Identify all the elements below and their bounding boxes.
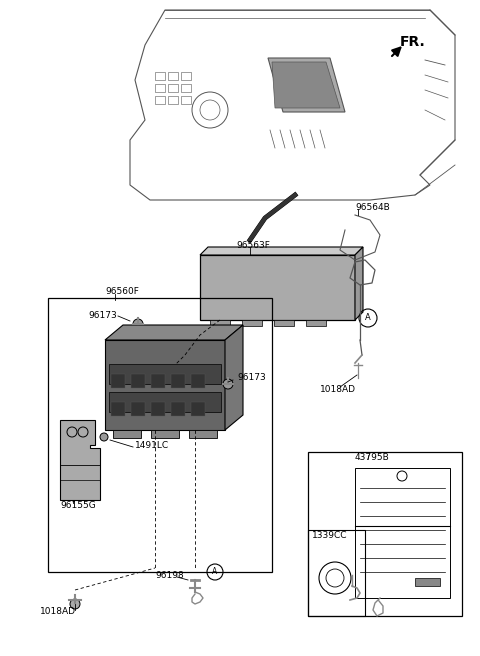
Polygon shape	[355, 247, 363, 320]
Polygon shape	[272, 62, 340, 108]
Bar	[168, 84, 178, 92]
Bar	[168, 72, 178, 80]
Bar	[308, 452, 462, 616]
Bar	[274, 320, 294, 326]
Text: 1018AD: 1018AD	[40, 607, 76, 617]
Polygon shape	[105, 325, 243, 340]
Bar	[191, 402, 205, 416]
Text: 96173: 96173	[237, 373, 266, 382]
Polygon shape	[200, 247, 363, 255]
Bar	[181, 96, 191, 104]
Bar	[113, 430, 141, 438]
Text: A: A	[365, 314, 371, 323]
Bar	[415, 578, 440, 586]
Bar	[200, 255, 355, 320]
Text: FR.: FR.	[400, 35, 426, 49]
Text: 96173: 96173	[88, 310, 117, 319]
Circle shape	[223, 379, 233, 389]
Bar	[109, 364, 221, 384]
Text: 1339CC: 1339CC	[312, 531, 348, 539]
Bar	[151, 430, 179, 438]
Bar	[151, 402, 165, 416]
Bar	[181, 72, 191, 80]
Text: 96560F: 96560F	[105, 287, 139, 297]
Bar	[191, 374, 205, 388]
Bar	[189, 430, 217, 438]
Bar	[242, 320, 262, 326]
Bar	[131, 374, 145, 388]
Bar	[168, 96, 178, 104]
Polygon shape	[225, 325, 243, 430]
Polygon shape	[268, 58, 345, 112]
Bar	[105, 340, 225, 430]
Bar	[131, 402, 145, 416]
Text: 1491LC: 1491LC	[135, 440, 169, 449]
Text: 96564B: 96564B	[355, 203, 390, 211]
Bar	[155, 72, 165, 80]
Circle shape	[100, 433, 108, 441]
Text: 96198: 96198	[155, 571, 184, 579]
Circle shape	[133, 319, 143, 329]
Bar	[155, 84, 165, 92]
Bar	[181, 84, 191, 92]
Bar	[171, 402, 185, 416]
Text: 43795B: 43795B	[355, 453, 390, 462]
Bar	[171, 374, 185, 388]
Bar	[306, 320, 326, 326]
Bar	[210, 320, 230, 326]
Text: 1018AD: 1018AD	[320, 386, 356, 394]
Bar	[111, 402, 125, 416]
Text: A: A	[212, 567, 217, 577]
Bar	[109, 392, 221, 412]
Bar	[48, 298, 272, 572]
Bar	[111, 374, 125, 388]
Bar	[355, 468, 450, 598]
Bar	[308, 530, 365, 616]
Text: 96563F: 96563F	[236, 241, 270, 249]
Bar	[155, 96, 165, 104]
Text: 96155G: 96155G	[60, 501, 96, 510]
Bar	[151, 374, 165, 388]
Polygon shape	[60, 420, 100, 500]
Circle shape	[70, 599, 80, 609]
